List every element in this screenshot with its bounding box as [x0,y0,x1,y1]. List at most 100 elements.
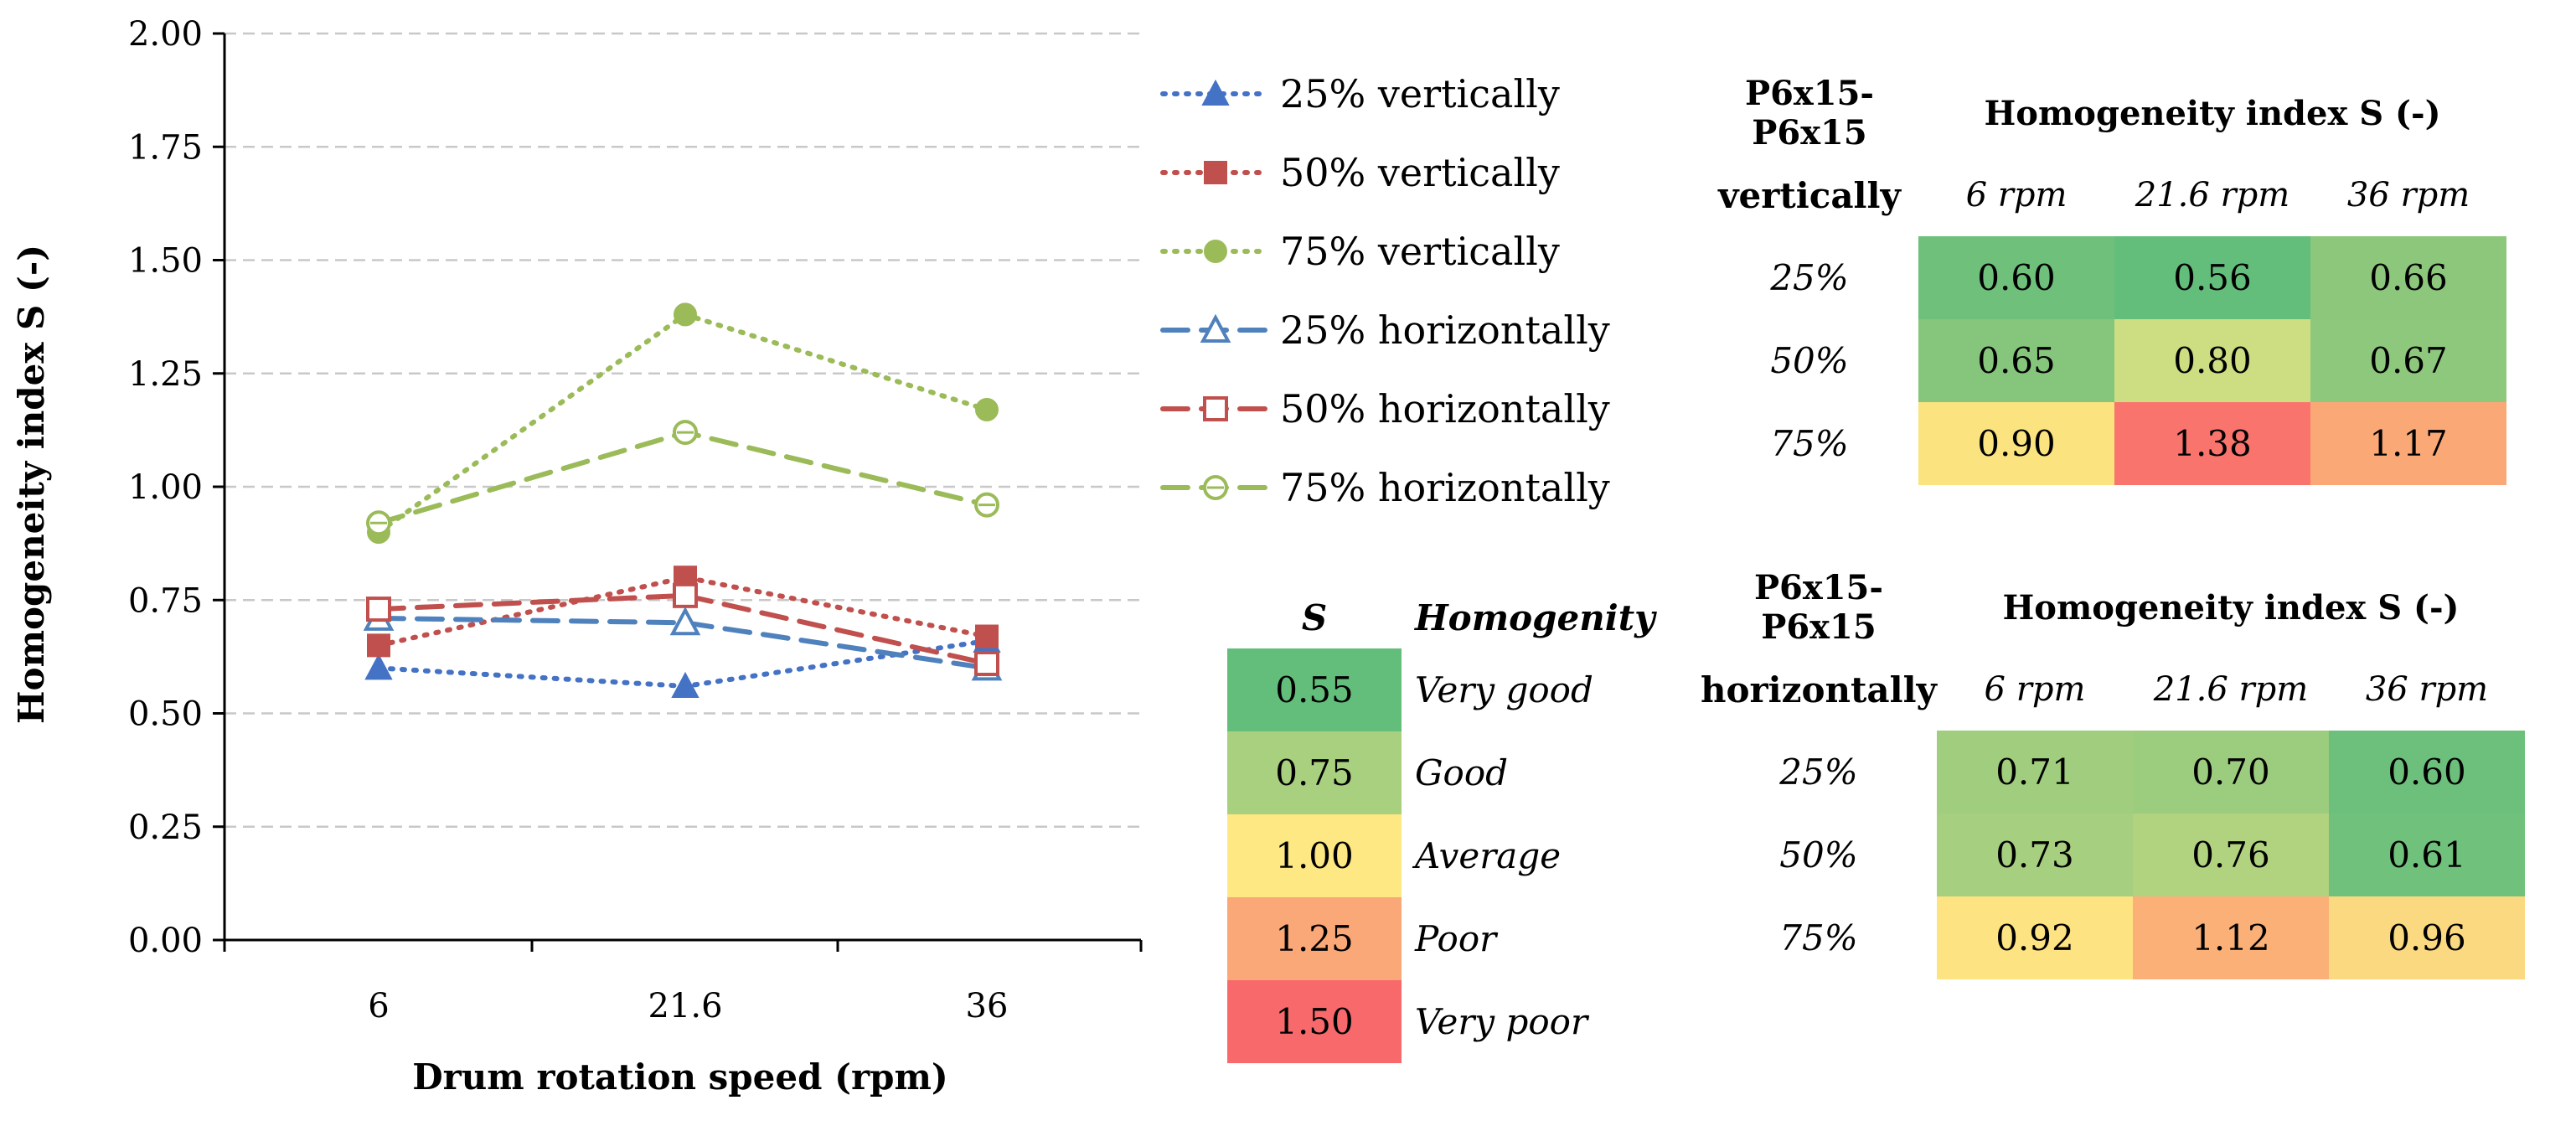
series [366,420,999,536]
scale-row: 1.00 Average [1227,814,1655,897]
gridlines [225,32,1141,828]
table-row: 75% 0.90 1.38 1.17 [1701,402,2506,485]
value-cell: 1.38 [2114,402,2310,485]
row-label: 25% [1779,752,1858,793]
x-axis-title: Drum rotation speed (rpm) [412,1056,948,1098]
scale-label: Average [1415,835,1562,876]
line-chart: 0.000.250.500.751.001.251.501.752.006 21.… [11,15,1610,1098]
value-cell: 0.60 [2328,731,2525,814]
y-tick-label: 0.00 [128,922,203,960]
value-cell: 0.92 [1936,896,2133,979]
column-header: 36 rpm [2346,176,2470,214]
legend: 25% vertically 50% vertically 75% vertical… [1160,71,1610,510]
data-point [1204,161,1227,184]
scale-value: 1.50 [1227,980,1402,1063]
axes: 0.00 0.25 0.50 0.75 1.00 1.25 1.50 1.75 2.00 6 21.… [128,15,1143,1025]
index-title: Homogeneity index S (-) [2002,587,2460,628]
data-point [974,650,999,676]
data-point [366,597,391,622]
value-cell: 0.70 [2132,731,2329,814]
value-cell: 0.56 [2114,236,2310,319]
data-point [367,633,390,658]
scale-label: Very good [1415,669,1593,710]
column-header: 6 rpm [1984,670,2086,709]
series [363,602,1003,681]
orientation-label: horizontally [1701,669,1937,710]
column-header: 6 rpm [1965,176,2068,214]
value-cell: 0.90 [1918,402,2114,485]
series-line [376,429,989,526]
table-title: P6x15-P6x15 [1753,568,1883,647]
table-row: 25% 0.71 0.70 0.60 [1701,731,2525,814]
scale-row: 0.75 Good [1227,731,1655,814]
data-point [674,302,697,327]
scale-label: Very poor [1415,1001,1588,1042]
series [364,626,1001,699]
scale-row: 1.25 Poor [1227,897,1655,980]
value-cell: 0.80 [2114,319,2310,402]
data-point [673,582,698,608]
y-axis-title: Homogeneity index S (-) [11,245,52,724]
column-header: 21.6 rpm [2135,176,2290,214]
y-tick-label: 0.75 [128,581,203,620]
row-label: 75% [1770,423,1849,464]
row-label: 75% [1779,917,1858,958]
legend-label: 50% horizontally [1280,386,1610,431]
table-title: P6x15-P6x15 [1744,74,1875,152]
table-row: 50% 0.65 0.80 0.67 [1701,319,2506,402]
x-tick-label: 36 [966,987,1009,1025]
value-cell: 1.12 [2132,896,2329,979]
data-point [1204,240,1227,263]
orientation-label: vertically [1718,174,1901,216]
column-header: 21.6 rpm [2153,670,2309,709]
homogeneity-scale: S Homogenity 0.55 Very good 0.75 Good 1.… [1227,586,1655,1063]
legend-label: 25% horizontally [1280,307,1610,353]
table-row: 50% 0.73 0.76 0.61 [1701,814,2525,896]
y-tick-label: 2.00 [128,15,203,54]
series-lines [363,302,1003,699]
data-point [671,671,699,699]
value-cell: 0.60 [1918,236,2114,319]
legend-label: 75% vertically [1280,229,1560,274]
scale-s-header: S [1301,597,1328,638]
series [367,566,999,658]
x-tick-label: 6 [368,987,389,1025]
scale-value: 0.75 [1227,731,1402,814]
y-tick-label: 1.00 [128,468,203,507]
legend-label: 50% vertically [1280,150,1560,195]
data-point [975,624,999,648]
legend-item: 50% vertically [1160,150,1560,195]
row-label: 25% [1770,257,1849,298]
scale-row: 1.50 Very poor [1227,980,1655,1063]
data-point [364,653,393,680]
series-line [376,575,989,648]
legend-item: 75% vertically [1160,229,1560,274]
table-row: 25% 0.60 0.56 0.66 [1701,236,2506,319]
x-tick-label: 21.6 [648,987,722,1025]
legend-item: 50% horizontally [1160,386,1610,431]
value-cell: 0.76 [2132,814,2329,896]
y-tick-label: 0.50 [128,695,203,734]
value-cell: 0.67 [2310,319,2506,402]
data-point [975,398,999,422]
row-label: 50% [1779,834,1858,875]
y-tick-label: 1.50 [128,242,203,281]
table-row: 75% 0.92 1.12 0.96 [1701,896,2525,979]
vertical-homogeneity-table: P6x15-P6x15 Homogeneity index S (-) vert… [1701,72,2506,485]
value-cell: 0.96 [2328,896,2525,979]
value-cell: 0.66 [2310,236,2506,319]
column-header: 36 rpm [2365,670,2489,709]
scale-value: 1.00 [1227,814,1402,897]
series [366,582,999,676]
data-point [1201,79,1230,106]
horizontal-homogeneity-table: P6x15-P6x15 Homogeneity index S (-) hori… [1701,566,2525,979]
legend-label: 75% horizontally [1280,465,1610,510]
y-tick-label: 1.25 [128,355,203,394]
scale-row: 0.55 Very good [1227,648,1655,731]
value-cell: 0.65 [1918,319,2114,402]
legend-item: 25% vertically [1160,71,1560,116]
scale-label-header: Homogenity [1415,597,1655,638]
row-label: 50% [1770,340,1849,381]
data-point [1200,313,1231,343]
scale-value: 1.25 [1227,897,1402,980]
